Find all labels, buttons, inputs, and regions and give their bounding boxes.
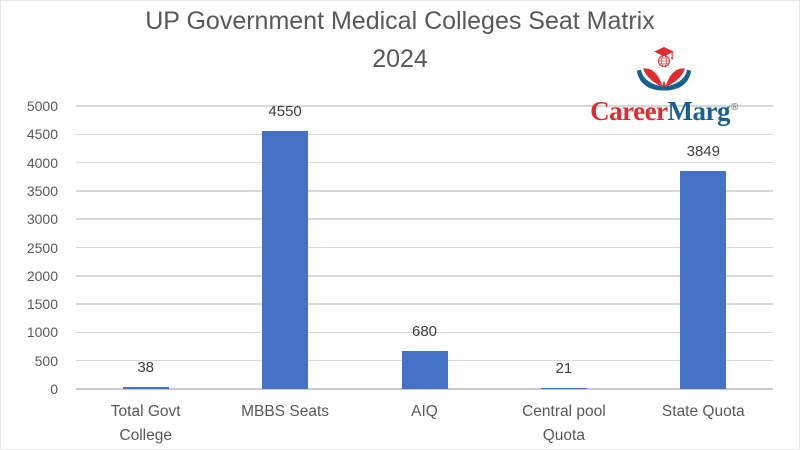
x-axis-category-labels: Total Govt College MBBS Seats AIQ Central p… — [76, 400, 773, 449]
category-label-text: MBBS Seats — [241, 403, 330, 420]
gridline-1000 — [76, 331, 773, 334]
category-label-state-quota: State Quota — [634, 400, 773, 424]
gridline-4500 — [76, 133, 773, 136]
category-label-text: State Quota — [661, 403, 745, 420]
y-tick-label-1000: 1000 — [26, 324, 58, 341]
registered-trademark-symbol: ® — [731, 102, 738, 113]
y-tick-label-4500: 4500 — [26, 126, 58, 143]
chart-title: UP Government Medical Colleges Seat Matr… — [1, 2, 799, 78]
plot-area: 38 4550 680 21 3849 — [76, 103, 773, 390]
open-book-graduation-icon — [636, 47, 692, 91]
gridline-5000 — [76, 105, 773, 107]
category-label-central-pool-quota: Central pool Quota — [494, 400, 633, 448]
category-label-aiq: AIQ — [355, 400, 494, 424]
bar-central-pool-quota — [540, 387, 587, 389]
bar-value-label: 21 — [555, 359, 573, 377]
y-tick-label-500: 500 — [34, 352, 58, 369]
gridline-3500 — [76, 190, 773, 192]
bar-value-label: 38 — [137, 358, 155, 376]
bar-state-quota — [680, 171, 727, 389]
bar-total-govt-college — [122, 386, 169, 389]
y-tick-label-2000: 2000 — [26, 267, 58, 284]
y-tick-label-4000: 4000 — [26, 154, 58, 171]
y-tick-label-0: 0 — [50, 381, 58, 397]
bar-value-label: 3849 — [686, 143, 720, 161]
gridline-3000 — [76, 218, 773, 220]
y-tick-label-2500: 2500 — [26, 239, 58, 256]
logo-text-marg: Marg — [667, 96, 731, 126]
bar-value-label: 680 — [411, 322, 438, 340]
y-tick-label-1500: 1500 — [26, 296, 58, 313]
category-label-text: Central pool Quota — [522, 403, 606, 444]
logo-text-career: Career — [590, 96, 668, 126]
gridline-1500 — [76, 303, 773, 305]
category-label-text: AIQ — [411, 403, 438, 420]
y-tick-label-3500: 3500 — [26, 182, 58, 199]
gridline-2500 — [76, 246, 773, 249]
y-axis-tick-labels: 0 500 1000 1500 2000 2500 3000 3500 4000 4500 5000 — [1, 98, 58, 397]
bar-mbbs-seats — [262, 131, 309, 389]
chart-title-line2: 2024 — [372, 45, 428, 73]
bar-aiq — [401, 350, 448, 389]
y-tick-label-5000: 5000 — [26, 98, 58, 114]
y-tick-label-3000: 3000 — [26, 211, 58, 228]
category-label-mbbs-seats: MBBS Seats — [215, 400, 354, 424]
chart-title-line1: UP Government Medical Colleges Seat Matr… — [145, 7, 655, 35]
careermarg-logo: CareerMarg® — [579, 45, 749, 125]
gridline-4000 — [76, 161, 773, 164]
category-label-text: Total Govt College — [110, 403, 181, 444]
careermarg-logo-text: CareerMarg® — [579, 94, 749, 125]
gridline-2000 — [76, 275, 773, 277]
bar-value-label: 4550 — [268, 103, 302, 121]
category-label-total-govt-college: Total Govt College — [76, 400, 215, 448]
